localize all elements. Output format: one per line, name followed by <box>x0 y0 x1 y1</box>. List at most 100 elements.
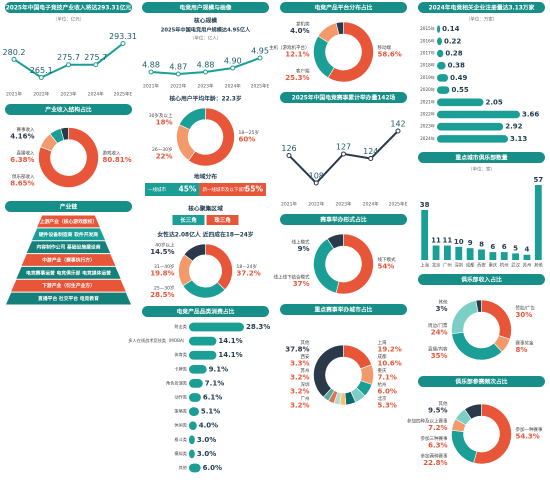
donut-slice <box>451 331 503 361</box>
bar <box>500 252 508 260</box>
slice-label: 35% <box>431 352 448 360</box>
slice-name: 移动端 <box>378 44 392 51</box>
title-bar <box>418 152 545 163</box>
slice-label: 24% <box>431 329 448 337</box>
slice-name: 18—25岁 <box>239 129 259 136</box>
bar <box>437 110 520 119</box>
x-tick-label: 2023年 <box>61 91 77 98</box>
y-tick-label: 格斗类 <box>174 436 187 443</box>
point <box>148 69 154 75</box>
slice-name: 赛事奖金 <box>516 340 534 347</box>
slice-name: 主机（游戏机平台） <box>269 44 310 51</box>
unit-label: （单位：亿元） <box>53 16 85 23</box>
slice-name: 25—30岁 <box>154 284 174 291</box>
point <box>175 71 181 77</box>
slice-label: 22.8% <box>423 459 447 467</box>
donut-slice <box>451 429 478 464</box>
x-tick-label: 重庆 <box>489 262 498 269</box>
data-label: 38 <box>420 201 430 209</box>
bar <box>489 252 497 260</box>
data-label: 5.1% <box>201 408 220 416</box>
point <box>120 41 126 46</box>
data-label: 142 <box>390 120 405 129</box>
chart-subtitle: 地域分布 <box>194 173 217 181</box>
tier-label: 电竞赛事运营 电竞俱乐部 电竞媒体运营 <box>26 269 111 276</box>
point <box>368 156 374 162</box>
y-tick-label: 动作类 <box>174 394 187 401</box>
slice-name: 线上模式 <box>292 239 310 246</box>
slice-label: 6.0% <box>378 388 397 396</box>
data-label: 293.31 <box>109 32 137 41</box>
data-label: 124 <box>363 147 378 156</box>
x-tick-label: 西安 <box>477 262 486 269</box>
x-tick-label: 上海 <box>420 262 429 269</box>
x-tick-label: 2022年 <box>33 91 49 98</box>
bar <box>189 336 217 346</box>
slice-label: 5.3% <box>378 402 397 410</box>
slice-name: 成都 <box>378 353 387 360</box>
y-tick-label: 策略类 <box>174 408 187 415</box>
data-label: 5 <box>513 244 518 252</box>
slice-name: 北京 <box>378 395 387 402</box>
data-label: 6 <box>490 243 495 251</box>
unit-label: （单位：亿人） <box>190 35 222 42</box>
slice-label: 9.5% <box>428 406 447 414</box>
split-segment <box>199 183 266 196</box>
title-bar <box>280 2 407 13</box>
y-tick-label: 2021年 <box>420 98 435 105</box>
data-label: 6.1% <box>203 394 222 402</box>
title-bar <box>280 214 407 225</box>
slice-name: 掌机类 <box>296 21 310 28</box>
chart-title: 电竞产品平台分布占比 <box>315 4 373 12</box>
slice-name: 广州 <box>301 395 310 402</box>
slice-name: 赛事收入 <box>17 126 35 133</box>
donut-slice <box>205 243 233 291</box>
x-tick-label: 北京 <box>432 262 441 269</box>
x-tick-label: 2025年E <box>389 201 408 208</box>
slice-label: 4.16% <box>10 133 34 141</box>
data-label: 275.7 <box>84 53 107 62</box>
slice-label: 54.3% <box>516 433 540 441</box>
title-bar <box>5 2 132 13</box>
donut-slice <box>335 233 374 295</box>
donut-slice <box>327 21 374 83</box>
y-tick-label: 射击类 <box>174 323 187 330</box>
data-label: 4.87 <box>169 63 187 72</box>
slice-label: 6.38% <box>10 156 34 164</box>
bar <box>437 25 441 33</box>
chart-title: 产业收入结构占比 <box>45 106 92 114</box>
data-label: 275.7 <box>57 53 80 62</box>
chart-title: 俱乐部收入占比 <box>460 276 502 284</box>
x-tick-label: 2024年 <box>363 201 379 208</box>
data-label: 4 <box>525 246 530 254</box>
donut-slice <box>335 21 344 35</box>
slice-label: 3.2% <box>290 388 309 396</box>
slice-label: 3.2% <box>290 402 309 410</box>
bar <box>523 254 531 260</box>
donut-slice <box>313 35 335 79</box>
slice-label: 60% <box>239 136 256 144</box>
y-tick-label: 2019年 <box>420 74 435 81</box>
data-label: 6 <box>502 243 507 251</box>
slice-name: 赞助/广告 <box>516 305 536 312</box>
chart-title: 电竞用户规模与画像 <box>179 4 231 12</box>
slice-label: 22% <box>156 153 173 161</box>
slice-name: 重庆 <box>378 367 387 374</box>
data-label: 4.90 <box>224 57 242 66</box>
chart-title: 俱乐部参赛频次占比 <box>454 378 507 386</box>
slice-name: 参加两种赛事 <box>421 452 448 459</box>
bar <box>189 421 197 431</box>
bar <box>189 379 203 388</box>
tag <box>172 215 205 225</box>
bar <box>437 122 504 131</box>
data-label: 14.1% <box>218 337 242 345</box>
y-tick-label: 2023年 <box>420 123 435 130</box>
slice-name: 客户端 <box>296 67 310 74</box>
slice-label: 8% <box>516 346 528 354</box>
slice-name: 其他 <box>301 339 310 346</box>
slice-label: 37.2% <box>237 270 261 278</box>
slice-label: 7.2% <box>428 424 447 432</box>
x-tick-label: 广州 <box>443 262 452 269</box>
